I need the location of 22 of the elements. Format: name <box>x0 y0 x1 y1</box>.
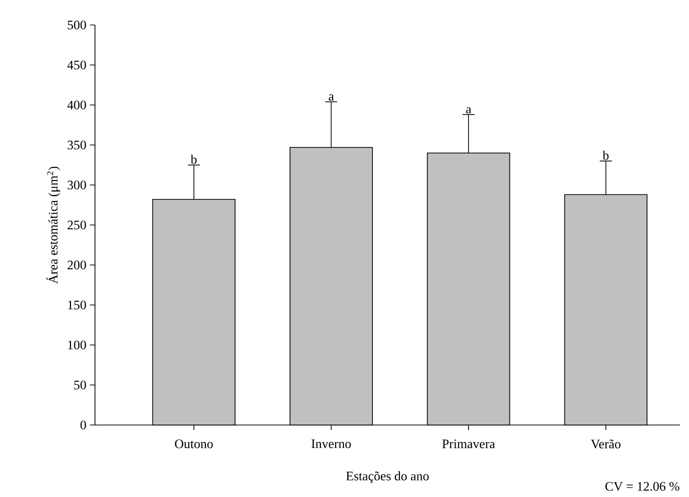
y-tick-label: 100 <box>68 340 86 350</box>
x-axis-title: Estações do ano <box>346 471 429 484</box>
y-tick-label: 350 <box>68 140 86 150</box>
y-tick-label: 250 <box>68 220 86 230</box>
y-tick-label: 400 <box>67 100 86 110</box>
x-tick-label: Outono <box>174 440 213 448</box>
annotation: a <box>328 94 334 101</box>
x-tick-label: Inverno <box>312 440 351 448</box>
y-tick-label: 150 <box>68 300 86 310</box>
annotation: b <box>602 150 609 160</box>
y-tick-label: 0 <box>80 420 86 430</box>
x-tick-label: Verão <box>590 440 620 448</box>
y-tick-label: 50 <box>74 380 86 390</box>
annotation: b <box>190 154 197 164</box>
y-tick-label: 500 <box>68 20 86 30</box>
y-axis-title: Área estomática (μm$^{2}$) <box>46 166 60 284</box>
text: CV = 12.06 % <box>605 482 680 491</box>
y-tick-label: 300 <box>68 180 86 190</box>
x-tick-label: Primavera <box>442 440 495 448</box>
y-tick-label: 200 <box>68 260 86 270</box>
y-tick-label: 450 <box>67 60 86 70</box>
annotation: a <box>466 107 472 114</box>
